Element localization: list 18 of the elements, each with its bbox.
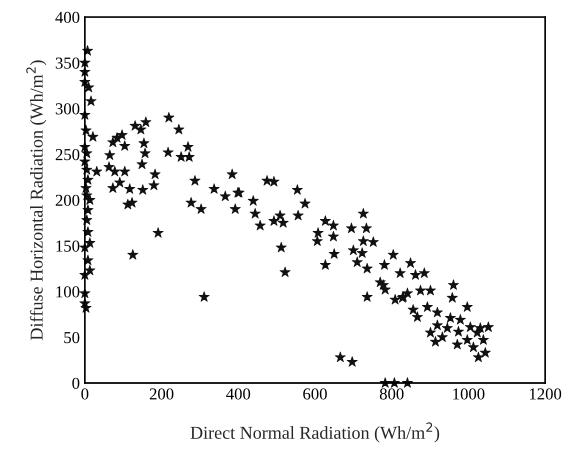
y-tick-label: 150 — [56, 240, 80, 252]
y-tick-label: 350 — [56, 58, 80, 69]
y-tick-label: 0 — [72, 378, 80, 389]
x-tick-label: 800 — [380, 388, 404, 400]
y-axis-title: Diffuse Horizontal Radiation (Wh/m$^{2}$) — [26, 60, 46, 340]
y-tick-label: 250 — [56, 148, 80, 160]
y-tick-label: 200 — [56, 194, 80, 206]
y-tick-label: 50 — [64, 332, 80, 344]
x-tick-label: 200 — [150, 388, 174, 400]
x-tick-label: 1000 — [453, 388, 484, 400]
x-axis-title: Direct Normal Radiation (Wh/m$^{2}$) — [190, 422, 440, 443]
y-tick-label: 100 — [56, 286, 80, 298]
x-tick-label: 0 — [81, 388, 88, 400]
x-tick-label: 600 — [303, 388, 327, 400]
x-tick-label: 1200 — [530, 388, 562, 400]
y-tick-label: 300 — [56, 103, 80, 114]
x-tick-label: 400 — [226, 388, 250, 400]
y-tick-label: 400 — [55, 12, 80, 24]
